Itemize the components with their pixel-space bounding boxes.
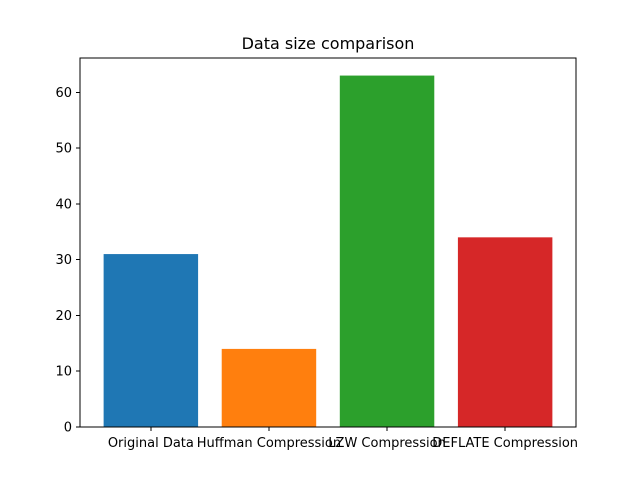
bars-group	[103, 75, 553, 428]
bar-deflate-compression	[457, 237, 553, 427]
y-tick-label: 0	[64, 421, 72, 436]
chart-title: Data size comparison	[242, 34, 415, 53]
y-tick-label: 60	[55, 86, 72, 101]
bar-huffman-compression	[221, 348, 317, 427]
y-tick-label: 50	[55, 142, 72, 157]
y-tick-label: 20	[55, 309, 72, 324]
x-tick-label-huffman-compression: Huffman Compression	[197, 436, 341, 451]
plot-frame	[79, 57, 577, 428]
bar-lzw-compression	[339, 75, 435, 428]
y-tick-label: 10	[55, 365, 72, 380]
bar-original-data	[103, 254, 199, 427]
x-tick-label-lzw-compression: LZW Compression	[328, 436, 446, 451]
x-tick-label-original-data: Original Data	[108, 436, 194, 451]
y-tick-label: 40	[55, 197, 72, 212]
x-tick-label-deflate-compression: DEFLATE Compression	[432, 436, 578, 451]
y-tick-label: 30	[55, 253, 72, 268]
y-axis: 0 10 20 30 40 50 60	[55, 86, 80, 436]
